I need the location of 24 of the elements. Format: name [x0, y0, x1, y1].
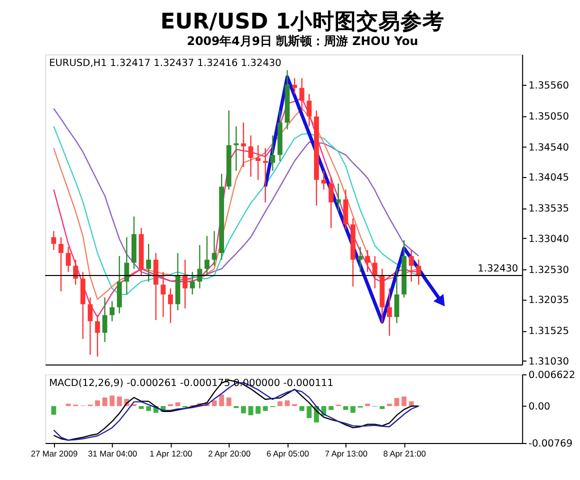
chart-title: EUR/USD 1小时图交易参考 — [160, 8, 445, 34]
x-tick-label: 7 Apr 13:00 — [324, 448, 368, 458]
y-tick-label: 1.34540 — [528, 142, 569, 154]
y-tick-label: 1.32530 — [528, 264, 569, 276]
y-tick-label: 1.31030 — [528, 356, 569, 368]
y-tick-label: 1.32035 — [528, 295, 569, 306]
y-tick-label: 1.33535 — [528, 204, 569, 215]
x-tick-label: 27 Mar 2009 — [30, 448, 78, 458]
ref-line-label: 1.32430 — [478, 264, 518, 275]
chart-subtitle: 2009年4月9日 凯斯顿：周游 ZHOU You — [186, 34, 418, 48]
x-tick-label: 6 Apr 05:00 — [266, 448, 310, 458]
x-tick-label: 31 Mar 04:00 — [88, 448, 138, 458]
y-tick-label: 0.00 — [528, 402, 550, 413]
y-tick-label: 1.35050 — [528, 111, 569, 122]
y-tick-label: -0.00769 — [528, 438, 573, 450]
x-tick-label: 1 Apr 12:00 — [150, 448, 193, 458]
y-tick-label: 0.006622 — [528, 370, 576, 381]
x-tick-label: 8 Apr 21:00 — [383, 448, 426, 458]
y-tick-label: 1.34045 — [528, 172, 569, 184]
y-tick-label: 1.31525 — [528, 326, 569, 338]
x-tick-label: 2 Apr 20:00 — [208, 448, 252, 458]
annotation: EURUSD,H1 1.32417 1.32437 1.32416 1.32430 — [49, 58, 282, 70]
y-tick-label: 1.35560 — [528, 80, 569, 92]
y-tick-label: 1.33040 — [528, 234, 569, 245]
